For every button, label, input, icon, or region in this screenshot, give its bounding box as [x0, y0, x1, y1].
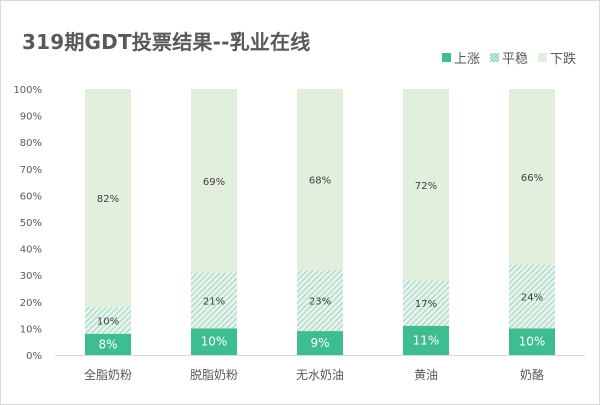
bar-segment-up — [297, 331, 343, 355]
chart-title: 319期GDT投票结果--乳业在线 — [22, 30, 311, 54]
x-category-label: 全脂奶粉 — [84, 367, 132, 382]
x-category-label: 无水奶油 — [296, 368, 344, 382]
legend-swatch-up — [442, 53, 451, 62]
legend-item-flat: 平稳 — [490, 48, 528, 67]
bar-segment-flat — [403, 280, 449, 326]
bar-segment-flat — [191, 272, 237, 329]
y-tick-label: 0% — [26, 351, 42, 362]
legend-label-down: 下跌 — [550, 52, 577, 67]
data-label: 10% — [201, 335, 228, 349]
y-tick-label: 30% — [20, 271, 42, 282]
data-label: 23% — [309, 296, 331, 307]
data-label: 82% — [97, 194, 119, 205]
y-tick-label: 60% — [20, 191, 42, 202]
data-label: 10% — [519, 335, 546, 349]
bar-segment-flat — [297, 269, 343, 332]
y-tick-label: 40% — [20, 245, 42, 256]
bar-segment-flat — [509, 264, 555, 329]
y-tick-label: 50% — [20, 218, 42, 229]
y-tick-label: 80% — [20, 138, 42, 149]
data-label: 17% — [415, 299, 437, 310]
bar-segment-up — [403, 325, 449, 355]
data-label: 10% — [97, 316, 119, 327]
data-label: 66% — [521, 173, 543, 184]
bar-segment-down — [85, 89, 131, 308]
bar-segment-flat — [85, 307, 131, 334]
data-label: 68% — [309, 175, 331, 186]
data-label: 24% — [521, 292, 543, 303]
bar-segment-down — [191, 89, 237, 273]
legend-item-up: 上涨 — [442, 48, 480, 67]
chart-legend: 上涨 平稳 下跌 — [442, 48, 576, 67]
y-tick-label: 70% — [20, 165, 42, 176]
legend-item-down: 下跌 — [538, 48, 576, 67]
data-label: 8% — [98, 337, 117, 351]
y-tick-label: 90% — [20, 112, 42, 123]
x-category-label: 奶酪 — [520, 367, 544, 382]
legend-label-flat: 平稳 — [502, 52, 529, 67]
y-tick-label: 10% — [20, 324, 42, 335]
bar-segment-up — [85, 333, 131, 355]
bar-segment-down — [403, 89, 449, 281]
legend-swatch-down — [538, 53, 548, 62]
bar-segment-up — [509, 328, 555, 355]
y-tick-label: 100% — [13, 85, 42, 96]
x-category-label: 脱脂奶粉 — [190, 367, 238, 382]
x-category-label: 黄油 — [414, 368, 438, 382]
data-label: 21% — [203, 296, 225, 307]
data-label: 11% — [413, 333, 440, 347]
bar-segment-up — [191, 328, 237, 355]
legend-label-up: 上涨 — [454, 52, 481, 67]
legend-swatch-flat — [490, 53, 500, 62]
data-label: 69% — [203, 177, 225, 188]
bar-segment-down — [509, 89, 555, 265]
y-tick-label: 20% — [20, 298, 42, 309]
data-label: 72% — [415, 181, 437, 192]
data-label: 9% — [310, 336, 329, 350]
bar-segment-down — [297, 89, 343, 270]
